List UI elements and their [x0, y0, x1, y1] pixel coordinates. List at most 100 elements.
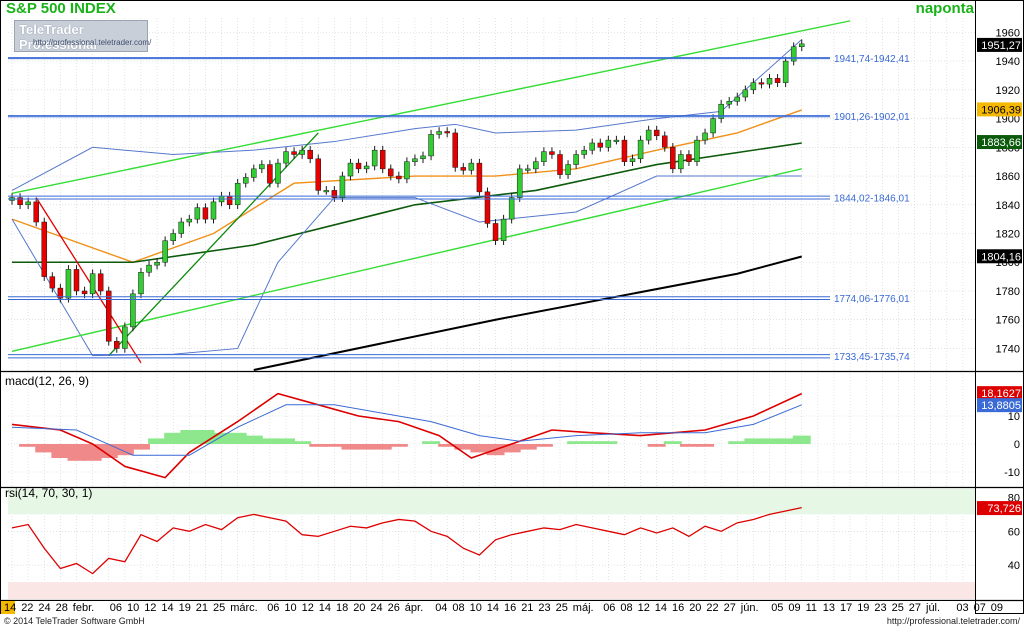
macd-histogram-bar	[180, 430, 199, 444]
x-tick-label: 05	[771, 602, 783, 614]
candle-body	[613, 139, 620, 142]
value-tag-rsi	[977, 501, 1022, 516]
level-label: 1901,26-1902,01	[834, 112, 910, 123]
candle-body	[283, 151, 289, 164]
trend-line-up	[108, 132, 319, 357]
value-tag-label: 13,8805	[981, 400, 1021, 412]
macd-histogram-bar	[35, 444, 54, 453]
macd-histogram-bar	[164, 432, 183, 444]
candle-body	[774, 78, 781, 83]
rsi-overbought-zone	[8, 489, 975, 515]
support-resistance-levels: 1941,74-1942,41 1901,26-1902,01 1844,02-18…	[8, 54, 910, 363]
y-tick-label: 1940	[996, 56, 1020, 68]
macd-histogram-bar	[696, 444, 715, 447]
candle-body	[782, 60, 789, 83]
macd-histogram-bar	[260, 438, 279, 444]
x-tick-label: júl.	[925, 602, 940, 614]
candle-body	[186, 218, 193, 223]
macd-histogram-bar	[389, 444, 408, 447]
candle-body	[57, 287, 64, 299]
macd-histogram-bar	[792, 435, 811, 444]
x-tick-label: 12	[638, 602, 650, 614]
candle-body	[355, 162, 362, 170]
candle-body	[653, 129, 660, 137]
macd-panel	[11, 392, 811, 479]
rsi-line	[11, 506, 802, 575]
candle-body	[605, 139, 612, 148]
macd-histogram-bar	[277, 438, 296, 444]
macd-histogram-bar	[244, 435, 263, 444]
candle-body	[379, 149, 386, 170]
series-line-channel-upper	[11, 20, 851, 194]
copyright-text: © 2014 TeleTrader Software GmbH	[4, 616, 145, 626]
candle-body	[412, 158, 418, 162]
y-tick-label: 1840	[996, 200, 1020, 212]
x-tick-label: 11	[806, 602, 817, 614]
macd-histogram-bar	[115, 444, 134, 456]
x-tick-label: 25	[213, 602, 225, 614]
candle-body	[758, 82, 765, 85]
value-tag-label: 1804,16	[981, 251, 1021, 263]
candle-body	[637, 139, 644, 160]
candle-body	[428, 134, 434, 157]
candle-body	[162, 240, 168, 263]
macd-histogram-bar	[776, 438, 795, 444]
chart-title: S&P 500 INDEX	[6, 0, 116, 17]
x-tick-label: 14	[161, 602, 173, 614]
candle-body	[17, 197, 23, 206]
candle-body	[194, 207, 201, 220]
series-line-bollinger-upper	[11, 39, 803, 191]
candle-body	[146, 264, 152, 273]
candle-body	[291, 151, 297, 155]
x-tick-label: 14	[655, 602, 667, 614]
candle-body	[766, 78, 773, 85]
candle-body	[41, 221, 48, 277]
value-tag-label: 18,1627	[981, 388, 1021, 400]
x-tick-label: 10	[284, 602, 296, 614]
y-tick-label: 1740	[996, 343, 1020, 355]
x-tick-label: 20	[689, 602, 701, 614]
level-label: 1733,45-1735,74	[834, 352, 910, 363]
candle-body	[315, 158, 321, 191]
candle-body	[686, 154, 692, 162]
candle-body	[541, 151, 547, 162]
candle-body	[621, 139, 628, 162]
macd-histogram-bar	[567, 441, 586, 444]
y-tick-label: 40	[1008, 560, 1020, 572]
x-tick-label: 12	[302, 602, 314, 614]
x-tick-label: 22	[706, 602, 718, 614]
candle-body	[371, 149, 378, 167]
x-axis-band	[1, 601, 975, 614]
candle-body	[790, 46, 797, 62]
x-tick-label: 13	[823, 602, 835, 614]
candle-body	[138, 272, 144, 295]
y-tick-label: 1860	[996, 171, 1020, 183]
candle-body	[516, 168, 523, 198]
candle-body	[460, 167, 467, 171]
footer-url: http://professional.teletrader.com/	[886, 616, 1020, 626]
candle-body	[275, 162, 281, 184]
candle-body	[154, 261, 160, 266]
candle-body	[468, 162, 475, 171]
x-tick-label: 27	[724, 602, 736, 614]
candle-body	[549, 151, 555, 155]
candle-body	[645, 129, 652, 141]
x-tick-label: jún.	[740, 602, 759, 614]
period-label: naponta	[915, 0, 974, 17]
x-tick-label: 03	[956, 602, 968, 614]
candle-body	[452, 132, 458, 168]
macd-histogram-bar	[212, 432, 231, 444]
x-tick-label: 16	[672, 602, 684, 614]
candle-body	[202, 207, 209, 220]
y-tick-label: 60	[1008, 526, 1020, 538]
candle-body	[130, 293, 136, 328]
value-tag-ma_long	[977, 249, 1022, 264]
x-tick-label: 04	[435, 602, 447, 614]
value-tag-macd	[977, 386, 1022, 401]
candle-body	[49, 276, 56, 289]
candle-body	[500, 218, 507, 241]
candle-body	[388, 168, 394, 177]
y-tick-label: 10	[1008, 411, 1020, 423]
candle-body	[581, 149, 587, 155]
x-tick-label: 26	[388, 602, 400, 614]
